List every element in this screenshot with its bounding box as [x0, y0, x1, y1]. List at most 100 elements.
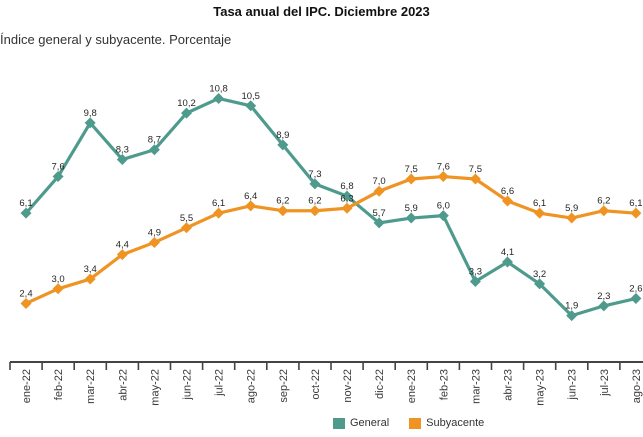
data-point-subyacente: [437, 171, 449, 183]
data-point-general: [502, 256, 513, 268]
x-axis-label: jun-22: [182, 369, 194, 401]
data-label-general: 6,8: [340, 181, 353, 192]
x-axis-label: ago-22: [246, 369, 258, 403]
data-point-subyacente: [148, 236, 160, 248]
data-point-general: [630, 293, 642, 305]
data-label-subyacente: 6,2: [597, 196, 610, 207]
data-label-subyacente: 6,2: [276, 196, 289, 207]
series-line-subyacente: [24, 174, 638, 306]
data-label-general: 8,7: [148, 135, 161, 146]
legend-swatch-subyacente: [409, 417, 422, 429]
data-point-general: [116, 153, 128, 165]
chart-legend: General Subyacente: [333, 417, 484, 429]
data-label-general: 3,3: [469, 266, 482, 277]
data-point-general: [341, 190, 353, 202]
x-axis-label: may-22: [149, 369, 161, 406]
data-point-subyacente: [341, 202, 353, 214]
x-axis-label: may-23: [535, 369, 547, 406]
legend-item-general: General: [333, 417, 389, 429]
x-axis-label: abr-23: [503, 369, 515, 401]
data-label-general: 2,6: [629, 284, 642, 295]
data-point-subyacente: [20, 297, 32, 309]
legend-swatch-general: [333, 417, 345, 429]
data-label-general: 1,9: [565, 301, 578, 312]
data-point-subyacente: [469, 173, 481, 185]
legend-item-subyacente: Subyacente: [409, 417, 484, 429]
data-point-subyacente: [84, 273, 96, 285]
x-axis-label: abr-22: [117, 369, 129, 401]
data-point-general: [373, 217, 385, 229]
data-point-general: [277, 139, 289, 151]
data-label-subyacente: 2,4: [19, 288, 32, 299]
chart-title: Tasa anual del IPC. Diciembre 2023: [213, 4, 430, 19]
data-point-general: [181, 107, 192, 119]
data-label-subyacente: 7,5: [405, 164, 418, 175]
data-point-general: [148, 144, 160, 156]
x-axis-label: feb-22: [53, 369, 65, 400]
data-label-general: 9,8: [84, 108, 97, 119]
data-point-subyacente: [598, 205, 610, 217]
x-axis-label: jul-23: [599, 369, 611, 397]
x-axis-label: jun-23: [567, 369, 579, 401]
data-point-subyacente: [277, 205, 289, 217]
data-point-general: [20, 207, 32, 219]
x-axis-label: ene-23: [406, 369, 418, 403]
data-label-subyacente: 4,9: [148, 227, 161, 238]
data-label-general: 3,2: [533, 269, 546, 280]
data-label-subyacente: 6,4: [244, 191, 257, 202]
data-point-general: [52, 171, 64, 183]
legend-label-general: General: [350, 417, 390, 429]
data-label-subyacente: 7,6: [437, 162, 450, 173]
data-point-subyacente: [213, 207, 225, 219]
data-label-general: 2,3: [597, 291, 610, 302]
data-label-general: 6,1: [19, 198, 32, 209]
data-point-subyacente: [630, 207, 642, 219]
x-axis-label: nov-22: [342, 369, 354, 403]
data-label-subyacente: 4,4: [116, 240, 129, 251]
data-label-general: 7,6: [51, 162, 64, 173]
data-point-general: [598, 300, 610, 312]
data-label-general: 10,8: [209, 83, 228, 94]
data-point-general: [469, 275, 481, 287]
data-label-subyacente: 7,0: [372, 176, 385, 187]
data-point-subyacente: [52, 283, 64, 295]
x-axis-label: jul-22: [214, 369, 226, 397]
data-label-subyacente: 6,1: [533, 198, 546, 209]
chart-subtitle: Índice general y subyacente. Porcentaje: [0, 32, 232, 47]
x-axis-label: mar-23: [470, 369, 482, 404]
data-label-subyacente: 3,0: [51, 274, 64, 285]
data-point-general: [309, 178, 321, 190]
data-point-subyacente: [116, 249, 128, 261]
data-point-general: [437, 210, 449, 222]
series-line-general: [24, 96, 638, 318]
data-label-subyacente: 6,2: [308, 196, 321, 207]
data-point-subyacente: [502, 195, 513, 207]
data-label-subyacente: 5,9: [565, 203, 578, 214]
x-axis-label: ago-23: [631, 369, 643, 403]
data-label-subyacente: 6,1: [629, 198, 642, 209]
data-label-general: 5,9: [405, 203, 418, 214]
data-point-subyacente: [309, 205, 321, 217]
x-axis-label: mar-22: [85, 369, 97, 404]
data-label-subyacente: 6,1: [212, 198, 225, 209]
data-point-general: [405, 212, 417, 224]
x-axis-label: ene-22: [21, 369, 33, 403]
data-point-general: [213, 92, 225, 104]
data-label-general: 10,2: [177, 98, 196, 109]
data-label-general: 8,3: [116, 144, 129, 155]
data-point-subyacente: [181, 222, 192, 234]
x-axis-label: dic-22: [374, 369, 386, 399]
data-label-subyacente: 5,5: [180, 213, 193, 224]
data-label-subyacente: 7,5: [469, 164, 482, 175]
data-label-general: 6,0: [437, 201, 450, 212]
legend-label-subyacente: Subyacente: [426, 417, 485, 429]
x-axis-label: oct-22: [310, 369, 322, 400]
data-label-subyacente: 6,6: [501, 186, 514, 197]
data-point-subyacente: [534, 207, 546, 219]
data-label-general: 8,9: [276, 130, 289, 141]
data-label-general: 4,1: [501, 247, 514, 258]
data-point-general: [534, 278, 546, 290]
data-point-subyacente: [405, 173, 417, 185]
